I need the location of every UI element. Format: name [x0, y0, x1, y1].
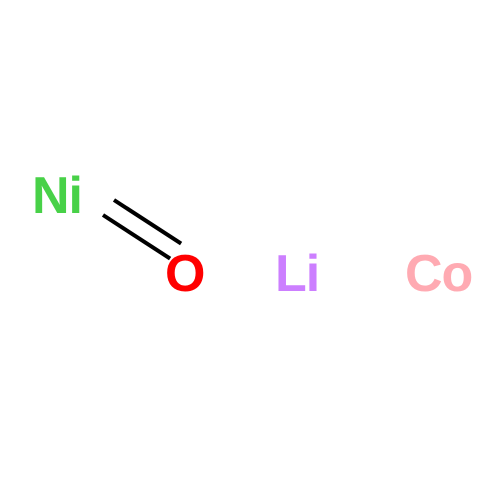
atom-cobalt: Co: [405, 248, 472, 300]
bond-ni-o-line1: [102, 213, 171, 260]
bond-ni-o-line2: [113, 198, 182, 245]
atom-lithium: Li: [275, 248, 319, 300]
atom-nickel: Ni: [32, 170, 82, 222]
